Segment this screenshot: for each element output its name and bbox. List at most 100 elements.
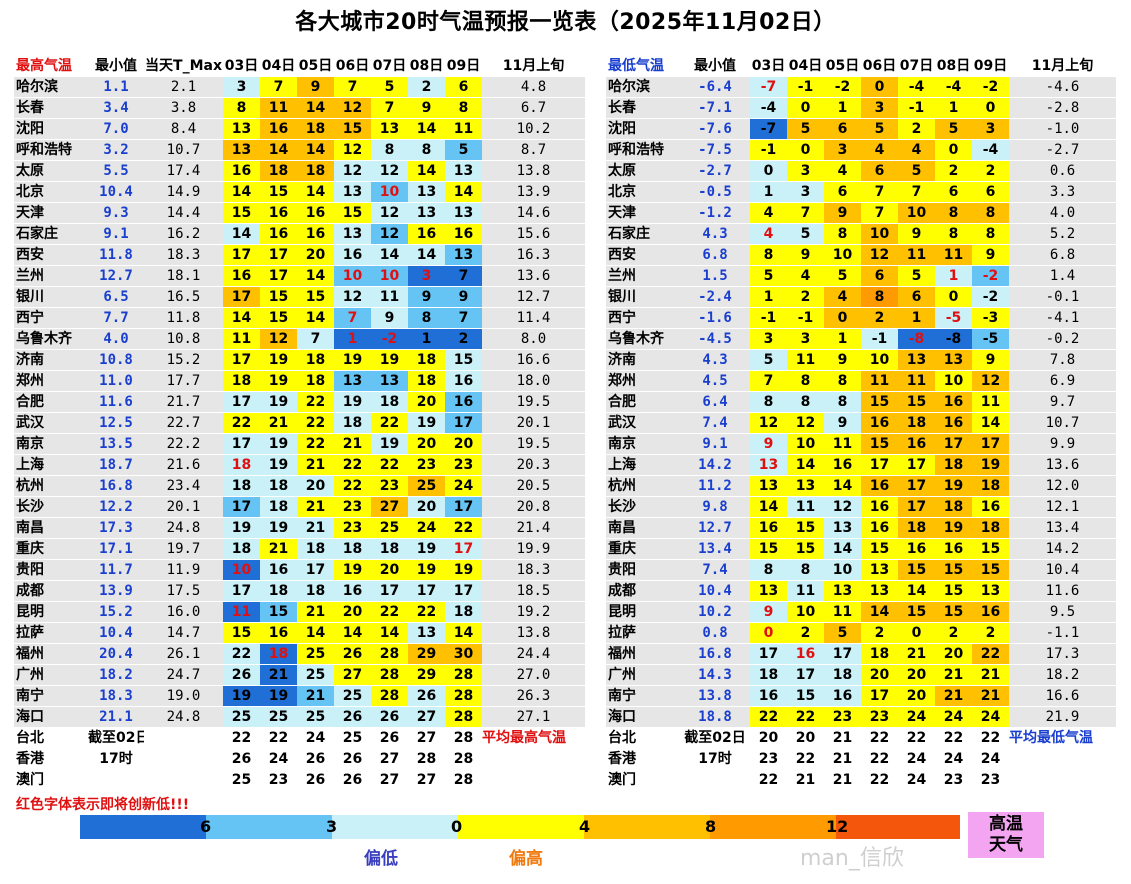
forecast-cell: -1 bbox=[750, 139, 787, 161]
forecast-cell: 16 bbox=[972, 496, 1009, 518]
forecast-cell: 20 bbox=[750, 727, 787, 749]
min-value: 1.5 bbox=[680, 265, 750, 287]
period-average: 21.9 bbox=[1009, 706, 1116, 728]
forecast-cell: 18 bbox=[408, 370, 445, 392]
forecast-cell: 24 bbox=[972, 748, 1009, 770]
city-name: 台北 bbox=[14, 727, 88, 749]
forecast-cell: 26 bbox=[371, 706, 408, 728]
period-average: -4.6 bbox=[1009, 76, 1116, 98]
forecast-cell: -4 bbox=[898, 76, 935, 98]
min-value: 21.1 bbox=[88, 706, 144, 728]
forecast-cell: 14 bbox=[750, 496, 787, 518]
table-row: 拉萨 10.4 14.7 15 16 14 14 14 13 14 13.8 bbox=[14, 622, 585, 644]
min-value: 14.3 bbox=[680, 664, 750, 686]
forecast-cell: 4 bbox=[750, 202, 787, 224]
scale-tick-4: 4 bbox=[579, 817, 591, 836]
forecast-cell: 2 bbox=[972, 160, 1009, 182]
forecast-cell: 1 bbox=[824, 97, 861, 119]
min-value: 10.4 bbox=[88, 181, 144, 203]
city-name: 沈阳 bbox=[14, 118, 88, 140]
min-value: 4.5 bbox=[680, 370, 750, 392]
forecast-cell: 21 bbox=[824, 769, 861, 791]
forecast-cell: 18 bbox=[297, 580, 334, 602]
table-row: 台北 截至02日 20 20 21 22 22 22 22 平均最低气温 bbox=[606, 727, 1116, 749]
period-average: 5.2 bbox=[1009, 223, 1116, 245]
forecast-cell: 14 bbox=[824, 475, 861, 497]
forecast-cell: 18 bbox=[223, 538, 260, 560]
city-name: 呼和浩特 bbox=[606, 139, 680, 161]
city-name: 哈尔滨 bbox=[14, 76, 88, 98]
period-average: 20.8 bbox=[482, 496, 585, 518]
city-name: 南昌 bbox=[14, 517, 88, 539]
min-value: -1.2 bbox=[680, 202, 750, 224]
period-average: -1.1 bbox=[1009, 622, 1116, 644]
today-max: 22.2 bbox=[144, 433, 223, 455]
forecast-cell: 12 bbox=[371, 223, 408, 245]
period-average: 11.6 bbox=[1009, 580, 1116, 602]
forecast-cell: 13 bbox=[223, 118, 260, 140]
today-max: 23.4 bbox=[144, 475, 223, 497]
forecast-cell: 4 bbox=[750, 223, 787, 245]
hot-weather-box: 高温 天气 bbox=[968, 812, 1044, 858]
forecast-cell: -1 bbox=[787, 307, 824, 329]
forecast-cell: 19 bbox=[371, 433, 408, 455]
city-name: 武汉 bbox=[14, 412, 88, 434]
forecast-cell: 12 bbox=[334, 97, 371, 119]
forecast-cell: 7 bbox=[445, 265, 482, 287]
city-name: 济南 bbox=[14, 349, 88, 371]
forecast-cell: 14 bbox=[445, 181, 482, 203]
forecast-cell: 16 bbox=[260, 223, 297, 245]
forecast-cell: 28 bbox=[445, 748, 482, 770]
forecast-cell: 16 bbox=[898, 433, 935, 455]
city-name: 拉萨 bbox=[606, 622, 680, 644]
city-name: 南昌 bbox=[606, 517, 680, 539]
forecast-cell: 22 bbox=[260, 727, 297, 749]
table-row: 呼和浩特 3.2 10.7 13 14 14 12 8 8 5 8.7 bbox=[14, 139, 585, 161]
forecast-cell: 2 bbox=[445, 328, 482, 350]
forecast-cell: 18 bbox=[297, 160, 334, 182]
min-value: 18.7 bbox=[88, 454, 144, 476]
forecast-cell: 10 bbox=[861, 349, 898, 371]
forecast-cell: 17 bbox=[898, 475, 935, 497]
city-name: 澳门 bbox=[606, 769, 680, 791]
period-average: 16.6 bbox=[1009, 685, 1116, 707]
forecast-cell: 8 bbox=[972, 202, 1009, 224]
city-name: 合肥 bbox=[606, 391, 680, 413]
min-value: 17时 bbox=[88, 748, 144, 770]
forecast-cell: 17 bbox=[898, 496, 935, 518]
min-value: -4.5 bbox=[680, 328, 750, 350]
forecast-cell: 7 bbox=[371, 97, 408, 119]
forecast-cell: 25 bbox=[297, 664, 334, 686]
forecast-cell: 19 bbox=[223, 517, 260, 539]
period-average: 18.5 bbox=[482, 580, 585, 602]
min-value bbox=[680, 769, 750, 791]
min-value: 17.3 bbox=[88, 517, 144, 539]
forecast-cell: 12 bbox=[750, 412, 787, 434]
forecast-cell: 15 bbox=[898, 601, 935, 623]
city-name: 成都 bbox=[14, 580, 88, 602]
period-average: 6.9 bbox=[1009, 370, 1116, 392]
forecast-cell: 14 bbox=[260, 139, 297, 161]
min-value: 13.5 bbox=[88, 433, 144, 455]
period-average bbox=[482, 748, 585, 770]
forecast-cell: 18 bbox=[408, 349, 445, 371]
period-average: 11.4 bbox=[482, 307, 585, 329]
forecast-cell: 5 bbox=[750, 265, 787, 287]
forecast-cell: 2 bbox=[935, 160, 972, 182]
table-row: 贵阳 7.4 8 8 10 13 15 15 15 10.4 bbox=[606, 559, 1116, 581]
table-row: 乌鲁木齐 -4.5 3 3 1 -1 -8 -8 -5 -0.2 bbox=[606, 328, 1116, 350]
forecast-cell: 12 bbox=[787, 412, 824, 434]
forecast-cell: 19 bbox=[408, 412, 445, 434]
watermark: man_信欣 bbox=[800, 846, 904, 871]
forecast-cell: 9 bbox=[445, 286, 482, 308]
forecast-cell: 16 bbox=[334, 244, 371, 266]
forecast-cell: 1 bbox=[898, 307, 935, 329]
today-max bbox=[144, 727, 223, 749]
forecast-cell: 22 bbox=[972, 643, 1009, 665]
forecast-cell: 29 bbox=[408, 643, 445, 665]
forecast-cell: 21 bbox=[787, 769, 824, 791]
forecast-cell: 23 bbox=[972, 769, 1009, 791]
min-value: 12.2 bbox=[88, 496, 144, 518]
forecast-cell: 13 bbox=[408, 181, 445, 203]
min-value: -7.6 bbox=[680, 118, 750, 140]
